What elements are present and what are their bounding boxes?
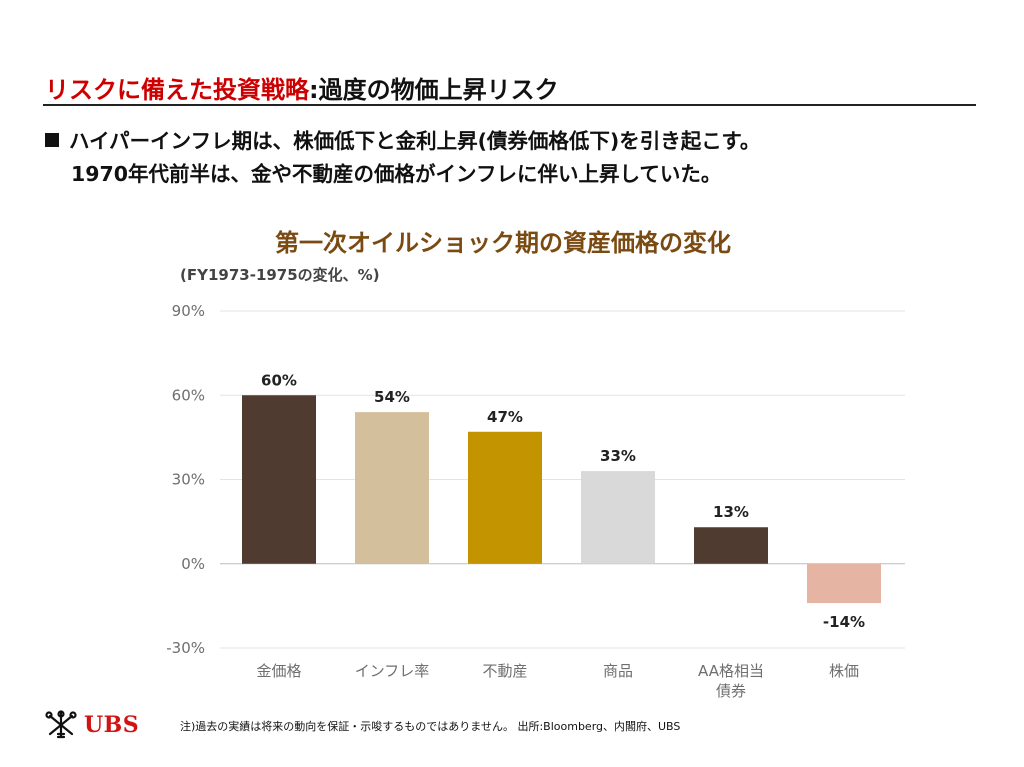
bar [694,527,768,564]
y-tick-label: 30% [172,471,205,489]
bullet-line-1: ハイパーインフレ期は、株価低下と金利上昇(債券価格低下)を引き起こす。 [45,125,760,158]
x-tick-label: 不動産 [482,662,527,680]
bullet-square-icon [45,133,59,147]
x-tick-label: 商品 [603,662,633,680]
y-tick-label: 90% [172,302,205,320]
y-tick-label: 0% [181,555,205,573]
y-tick-label: -30% [166,639,205,657]
data-label: 54% [374,388,410,406]
data-label: 60% [261,371,297,389]
slide-title-rest: :過度の物価上昇リスク [309,76,559,104]
ubs-logo-text: UBS [84,712,140,738]
x-tick-label: AA格相当 [698,662,764,680]
data-label: 47% [487,408,523,426]
bar [355,412,429,564]
bullet-text: ハイパーインフレ期は、株価低下と金利上昇(債券価格低下)を引き起こす。 1970… [45,125,760,191]
x-tick-label: インフレ率 [355,662,430,680]
slide-title: リスクに備えた投資戦略:過度の物価上昇リスク [45,70,559,105]
bullet-line-2: 1970年代前半は、金や不動産の価格がインフレに伴い上昇していた。 [71,162,722,186]
slide-title-highlight: リスクに備えた投資戦略 [45,76,309,104]
chart-title: 第一次オイルショック期の資産価格の変化 [275,229,731,257]
x-tick-label: 金価格 [256,662,301,680]
y-tick-label: 60% [172,386,205,404]
x-tick-label: 債券 [716,682,746,700]
data-label: 33% [600,447,636,465]
ubs-keys-icon [45,710,77,739]
bar [581,471,655,564]
chart-subtitle: (FY1973-1975の変化、%) [180,266,380,284]
data-label: -14% [823,613,865,631]
bar [807,563,881,604]
ubs-logo: UBS [44,710,139,740]
footnote: 注)過去の実績は将来の動向を保証・示唆するものではありません。 出所:Bloom… [180,720,681,733]
bullet-line-1-text: ハイパーインフレ期は、株価低下と金利上昇(債券価格低下)を引き起こす。 [69,129,761,153]
x-tick-label: 株価 [829,662,859,680]
bar [468,431,542,564]
data-label: 13% [713,503,749,521]
bar [242,395,316,564]
title-divider [43,104,976,106]
